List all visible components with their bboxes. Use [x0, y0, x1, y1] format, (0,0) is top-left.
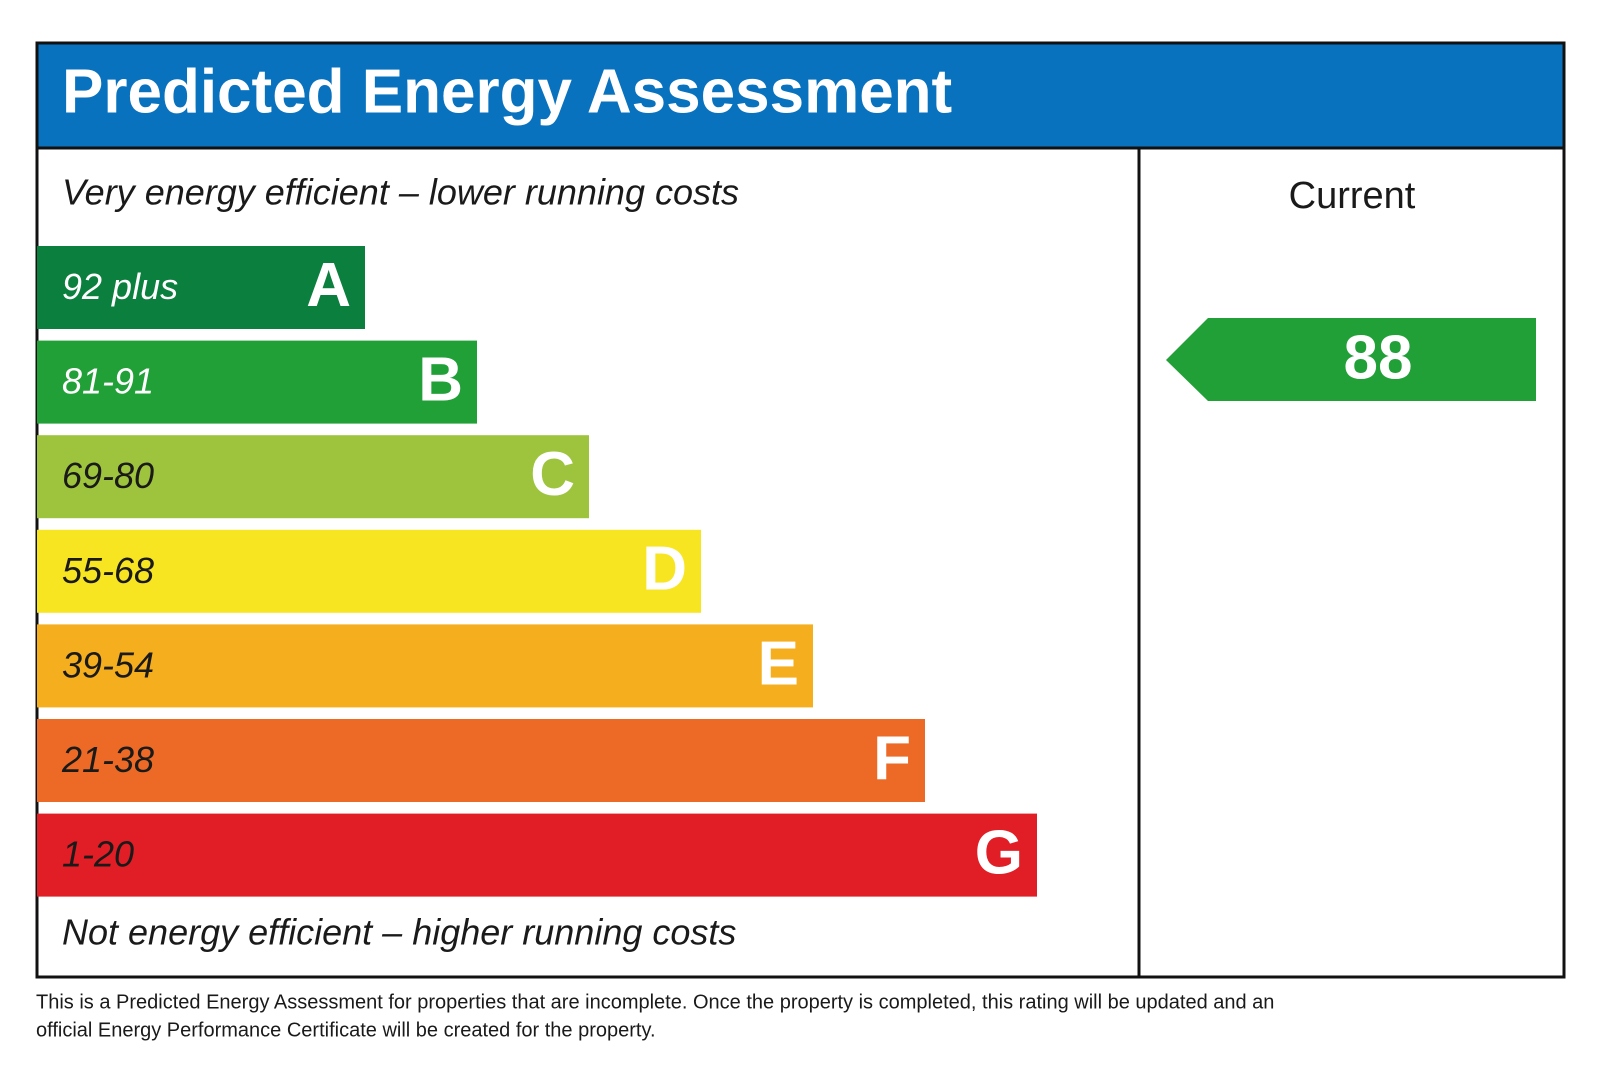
title: Predicted Energy Assessment: [62, 57, 952, 126]
bottom-label: Not energy efficient – higher running co…: [62, 912, 736, 953]
top-label: Very energy efficient – lower running co…: [62, 172, 739, 213]
band-letter: A: [306, 251, 351, 320]
band-bar: [37, 340, 477, 424]
band-letter: E: [758, 629, 799, 698]
band-letter: D: [642, 535, 687, 604]
header-bar: [37, 43, 1564, 148]
band-range: 69-80: [62, 455, 154, 496]
band-letter: B: [418, 345, 463, 414]
band-range: 1-20: [62, 834, 134, 875]
band-letter: F: [873, 724, 911, 793]
band-range: 21-38: [61, 739, 154, 780]
band-bar: [37, 246, 365, 329]
current-label: Current: [1289, 175, 1416, 217]
band-range: 92 plus: [62, 266, 178, 307]
band-range: 55-68: [62, 550, 154, 591]
band-range: 39-54: [62, 644, 154, 685]
band-bar: [37, 813, 1037, 897]
band-bar: [37, 435, 589, 519]
band-bar: [37, 719, 925, 802]
current-value: 88: [1344, 323, 1413, 392]
footnote-line: official Energy Performance Certificate …: [36, 1019, 656, 1041]
band-letter: C: [530, 440, 575, 509]
band-bar: [37, 624, 813, 708]
current-arrow: [1166, 318, 1536, 401]
band-range: 81-91: [62, 361, 154, 402]
band-bar: [37, 529, 701, 613]
band-letter: G: [975, 818, 1023, 887]
footnote-line: This is a Predicted Energy Assessment fo…: [36, 991, 1274, 1013]
